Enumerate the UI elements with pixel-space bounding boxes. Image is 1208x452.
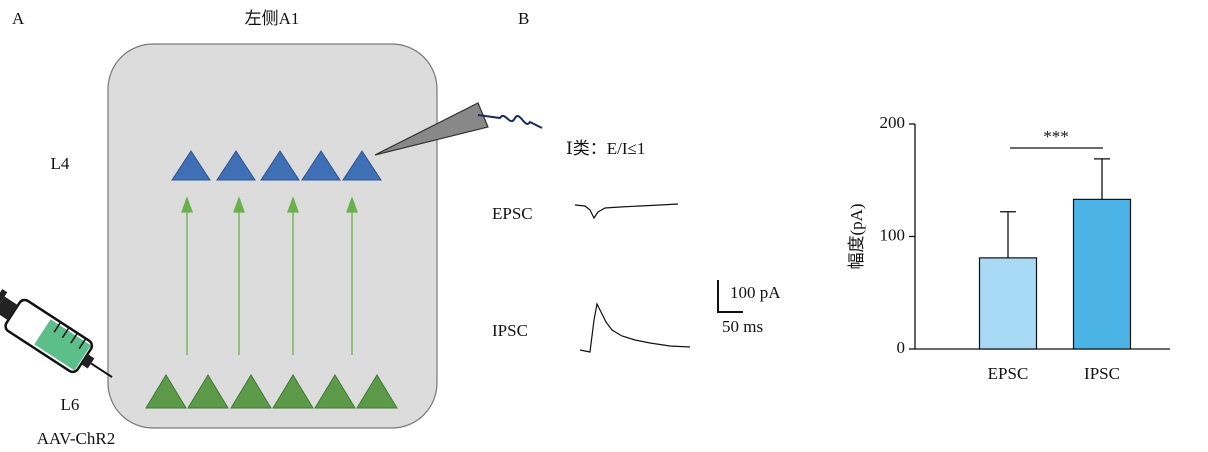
bar bbox=[1072, 198, 1132, 350]
l6-neurons bbox=[145, 374, 398, 409]
scale-label: 50 ms bbox=[722, 317, 763, 336]
panel-label: A bbox=[12, 9, 25, 28]
cortex-region bbox=[107, 43, 438, 429]
syringe bbox=[0, 289, 113, 378]
trace-label: EPSC bbox=[492, 204, 533, 223]
layer-label: L4 bbox=[51, 154, 70, 173]
panel-label: B bbox=[518, 9, 529, 28]
y-tick-label: 200 bbox=[880, 113, 906, 132]
y-tick-label: 100 bbox=[880, 225, 906, 244]
layer-label: L6 bbox=[61, 395, 80, 414]
significance-label: *** bbox=[1043, 127, 1069, 146]
y-tick-label: 0 bbox=[897, 338, 906, 357]
scale-label: 100 pA bbox=[730, 283, 781, 302]
trace-label: IPSC bbox=[492, 321, 528, 340]
x-tick-label: IPSC bbox=[1084, 364, 1120, 383]
bar-chart: 0 100 200 幅度(pA) EPSC IPSC *** bbox=[847, 113, 1170, 383]
class-label: Ⅰ类：E/I≤1 bbox=[566, 139, 645, 158]
l4-neurons bbox=[171, 150, 382, 181]
electrode bbox=[374, 102, 543, 156]
x-tick-label: EPSC bbox=[988, 364, 1029, 383]
ipsc-trace bbox=[579, 302, 691, 353]
virus-label: AAV-ChR2 bbox=[37, 429, 115, 448]
projection-arrows bbox=[181, 196, 358, 355]
scale-bar bbox=[717, 280, 743, 313]
y-axis-label: 幅度(pA) bbox=[847, 203, 866, 269]
epsc-trace bbox=[574, 203, 679, 220]
panel-title: 左侧A1 bbox=[245, 9, 300, 28]
bar bbox=[978, 257, 1038, 350]
